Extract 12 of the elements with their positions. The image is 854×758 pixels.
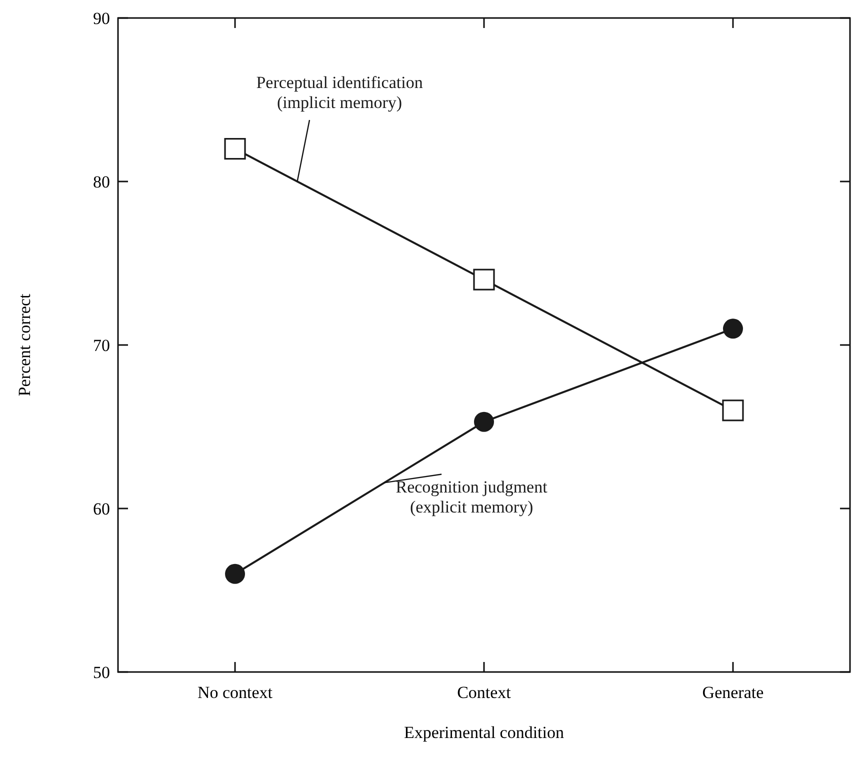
x-tick-label: No context: [197, 683, 273, 702]
x-tick-label: Generate: [702, 683, 764, 702]
x-tick-label: Context: [457, 683, 512, 702]
y-tick-label: 90: [93, 8, 110, 28]
y-tick-label: 60: [93, 499, 110, 518]
y-tick-label: 70: [93, 336, 110, 355]
y-tick-label: 80: [93, 172, 110, 192]
series-label: Perceptual identification (implicit memory): [256, 73, 424, 112]
y-tick-label: 50: [93, 662, 110, 682]
y-axis-title: Percent correct: [15, 294, 34, 396]
legend-label: Recognition judgment (explicit memory): [396, 477, 548, 516]
x-axis-title: Experimental condition: [404, 723, 565, 742]
